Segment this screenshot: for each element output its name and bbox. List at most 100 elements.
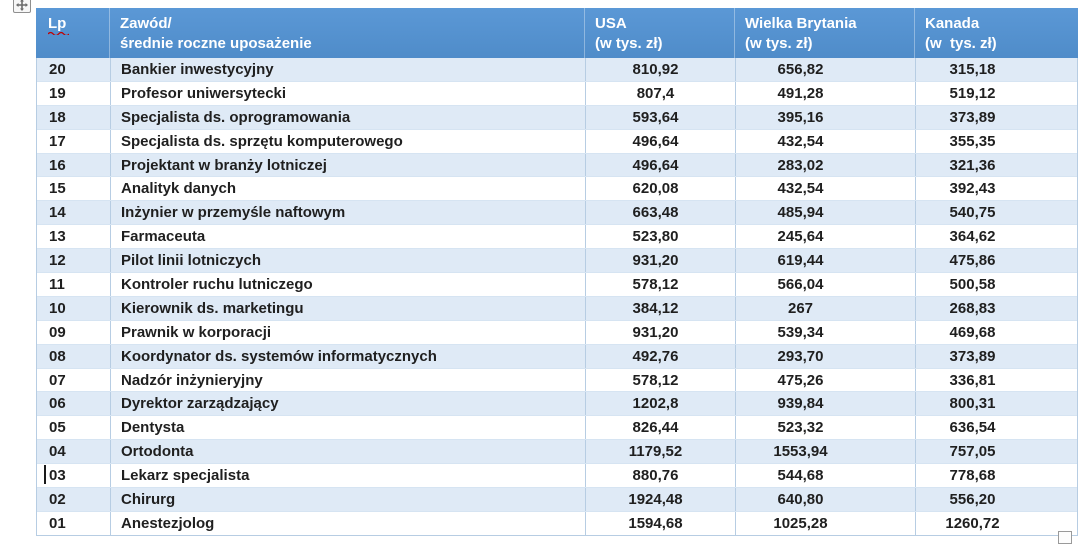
cell-lp[interactable]: 10: [37, 296, 111, 320]
cell-lp[interactable]: 18: [37, 105, 111, 129]
cell-wb[interactable]: 566,04: [736, 273, 916, 296]
cell-zawod[interactable]: Nadzór inżynieryjny: [111, 368, 586, 392]
cell-lp[interactable]: 04: [37, 440, 111, 464]
cell-zawod[interactable]: Profesor uniwersytecki: [111, 81, 586, 105]
cell-usa[interactable]: 578,12: [586, 368, 736, 392]
cell-zawod[interactable]: Specjalista ds. oprogramowania: [111, 105, 586, 129]
cell-kanada[interactable]: 469,68: [949, 323, 996, 341]
cell-kanada[interactable]: 778,68: [949, 467, 996, 485]
cell-wb[interactable]: 539,34: [736, 320, 916, 344]
cell-kanada[interactable]: 315,18: [949, 60, 996, 78]
cell-lp[interactable]: 20: [37, 58, 111, 81]
cell-kanada[interactable]: 392,43: [949, 180, 996, 198]
cell-usa[interactable]: 1202,8: [586, 392, 736, 416]
cell-kanada[interactable]: 355,35: [949, 132, 996, 150]
cell-lp[interactable]: 07: [37, 368, 111, 392]
cell-zawod[interactable]: Pilot linii lotniczych: [111, 249, 586, 273]
cell-usa[interactable]: 578,12: [586, 273, 736, 296]
cell-wb[interactable]: 267: [736, 296, 916, 320]
cell-kanada[interactable]: 500,58: [949, 275, 996, 293]
cell-wb[interactable]: 656,82: [736, 58, 916, 81]
cell-kanada[interactable]: 321,36: [949, 156, 996, 174]
cell-zawod[interactable]: Anestezjolog: [111, 511, 586, 535]
cell-kanada[interactable]: 519,12: [949, 84, 996, 102]
cell-wb[interactable]: 245,64: [736, 225, 916, 249]
cell-kanada[interactable]: 636,54: [949, 419, 996, 437]
cell-usa[interactable]: 384,12: [586, 296, 736, 320]
cell-wb[interactable]: 475,26: [736, 368, 916, 392]
cell-kanada[interactable]: 373,89: [949, 108, 996, 126]
cell-lp[interactable]: 12: [37, 249, 111, 273]
cell-wb[interactable]: 523,32: [736, 416, 916, 440]
cell-kanada[interactable]: 540,75: [949, 204, 996, 222]
cell-usa[interactable]: 1594,68: [586, 511, 736, 535]
cell-lp[interactable]: 03: [37, 464, 111, 488]
header-cell-zawod[interactable]: Zawód/ średnie roczne uposażenie: [110, 8, 585, 58]
cell-lp[interactable]: 08: [37, 344, 111, 368]
cell-wb[interactable]: 395,16: [736, 105, 916, 129]
cell-wb[interactable]: 293,70: [736, 344, 916, 368]
cell-lp[interactable]: 17: [37, 129, 111, 153]
cell-usa[interactable]: 1179,52: [586, 440, 736, 464]
cell-zawod[interactable]: Bankier inwestycyjny: [111, 58, 586, 81]
cell-zawod[interactable]: Analityk danych: [111, 177, 586, 201]
cell-kanada[interactable]: 268,83: [949, 299, 996, 317]
cell-zawod[interactable]: Kierownik ds. marketingu: [111, 296, 586, 320]
cell-wb[interactable]: 939,84: [736, 392, 916, 416]
cell-usa[interactable]: 931,20: [586, 249, 736, 273]
cell-kanada[interactable]: 336,81: [949, 371, 996, 389]
table-move-handle-icon[interactable]: [13, 0, 31, 13]
cell-kanada[interactable]: 800,31: [949, 395, 996, 413]
cell-kanada[interactable]: 373,89: [949, 347, 996, 365]
cell-lp[interactable]: 06: [37, 392, 111, 416]
cell-usa[interactable]: 807,4: [586, 81, 736, 105]
cell-lp[interactable]: 11: [37, 273, 111, 296]
cell-lp[interactable]: 05: [37, 416, 111, 440]
cell-lp[interactable]: 09: [37, 320, 111, 344]
cell-zawod[interactable]: Lekarz specjalista: [111, 464, 586, 488]
cell-kanada[interactable]: 556,20: [949, 490, 996, 508]
header-cell-kanada[interactable]: Kanada (w tys. zł): [915, 8, 1078, 58]
cell-usa[interactable]: 620,08: [586, 177, 736, 201]
cell-zawod[interactable]: Projektant w branży lotniczej: [111, 153, 586, 177]
cell-wb[interactable]: 432,54: [736, 129, 916, 153]
cell-usa[interactable]: 1924,48: [586, 488, 736, 511]
cell-kanada[interactable]: 475,86: [949, 252, 996, 270]
table-resize-handle[interactable]: [1058, 531, 1072, 544]
cell-usa[interactable]: 492,76: [586, 344, 736, 368]
cell-zawod[interactable]: Dentysta: [111, 416, 586, 440]
cell-usa[interactable]: 810,92: [586, 58, 736, 81]
cell-wb[interactable]: 619,44: [736, 249, 916, 273]
cell-kanada[interactable]: 757,05: [949, 443, 996, 461]
cell-wb[interactable]: 491,28: [736, 81, 916, 105]
cell-zawod[interactable]: Koordynator ds. systemów informatycznych: [111, 344, 586, 368]
cell-usa[interactable]: 826,44: [586, 416, 736, 440]
header-cell-wielka-brytania[interactable]: Wielka Brytania (w tys. zł): [735, 8, 915, 58]
cell-zawod[interactable]: Farmaceuta: [111, 225, 586, 249]
cell-kanada[interactable]: 1260,72: [945, 514, 1000, 532]
cell-usa[interactable]: 880,76: [586, 464, 736, 488]
cell-usa[interactable]: 523,80: [586, 225, 736, 249]
cell-lp[interactable]: 19: [37, 81, 111, 105]
cell-usa[interactable]: 496,64: [586, 129, 736, 153]
cell-lp[interactable]: 14: [37, 201, 111, 225]
header-cell-usa[interactable]: USA (w tys. zł): [585, 8, 735, 58]
cell-lp[interactable]: 15: [37, 177, 111, 201]
cell-lp[interactable]: 02: [37, 488, 111, 511]
cell-zawod[interactable]: Dyrektor zarządzający: [111, 392, 586, 416]
cell-zawod[interactable]: Chirurg: [111, 488, 586, 511]
cell-usa[interactable]: 593,64: [586, 105, 736, 129]
cell-zawod[interactable]: Specjalista ds. sprzętu komputerowego: [111, 129, 586, 153]
cell-wb[interactable]: 544,68: [736, 464, 916, 488]
cell-zawod[interactable]: Kontroler ruchu lutniczego: [111, 273, 586, 296]
cell-usa[interactable]: 931,20: [586, 320, 736, 344]
cell-lp[interactable]: 16: [37, 153, 111, 177]
cell-usa[interactable]: 663,48: [586, 201, 736, 225]
cell-lp[interactable]: 01: [37, 511, 111, 535]
cell-zawod[interactable]: Inżynier w przemyśle naftowym: [111, 201, 586, 225]
cell-wb[interactable]: 485,94: [736, 201, 916, 225]
cell-wb[interactable]: 1025,28: [736, 511, 916, 535]
cell-wb[interactable]: 1553,94: [736, 440, 916, 464]
cell-wb[interactable]: 432,54: [736, 177, 916, 201]
header-cell-lp[interactable]: Lp: [36, 8, 110, 58]
